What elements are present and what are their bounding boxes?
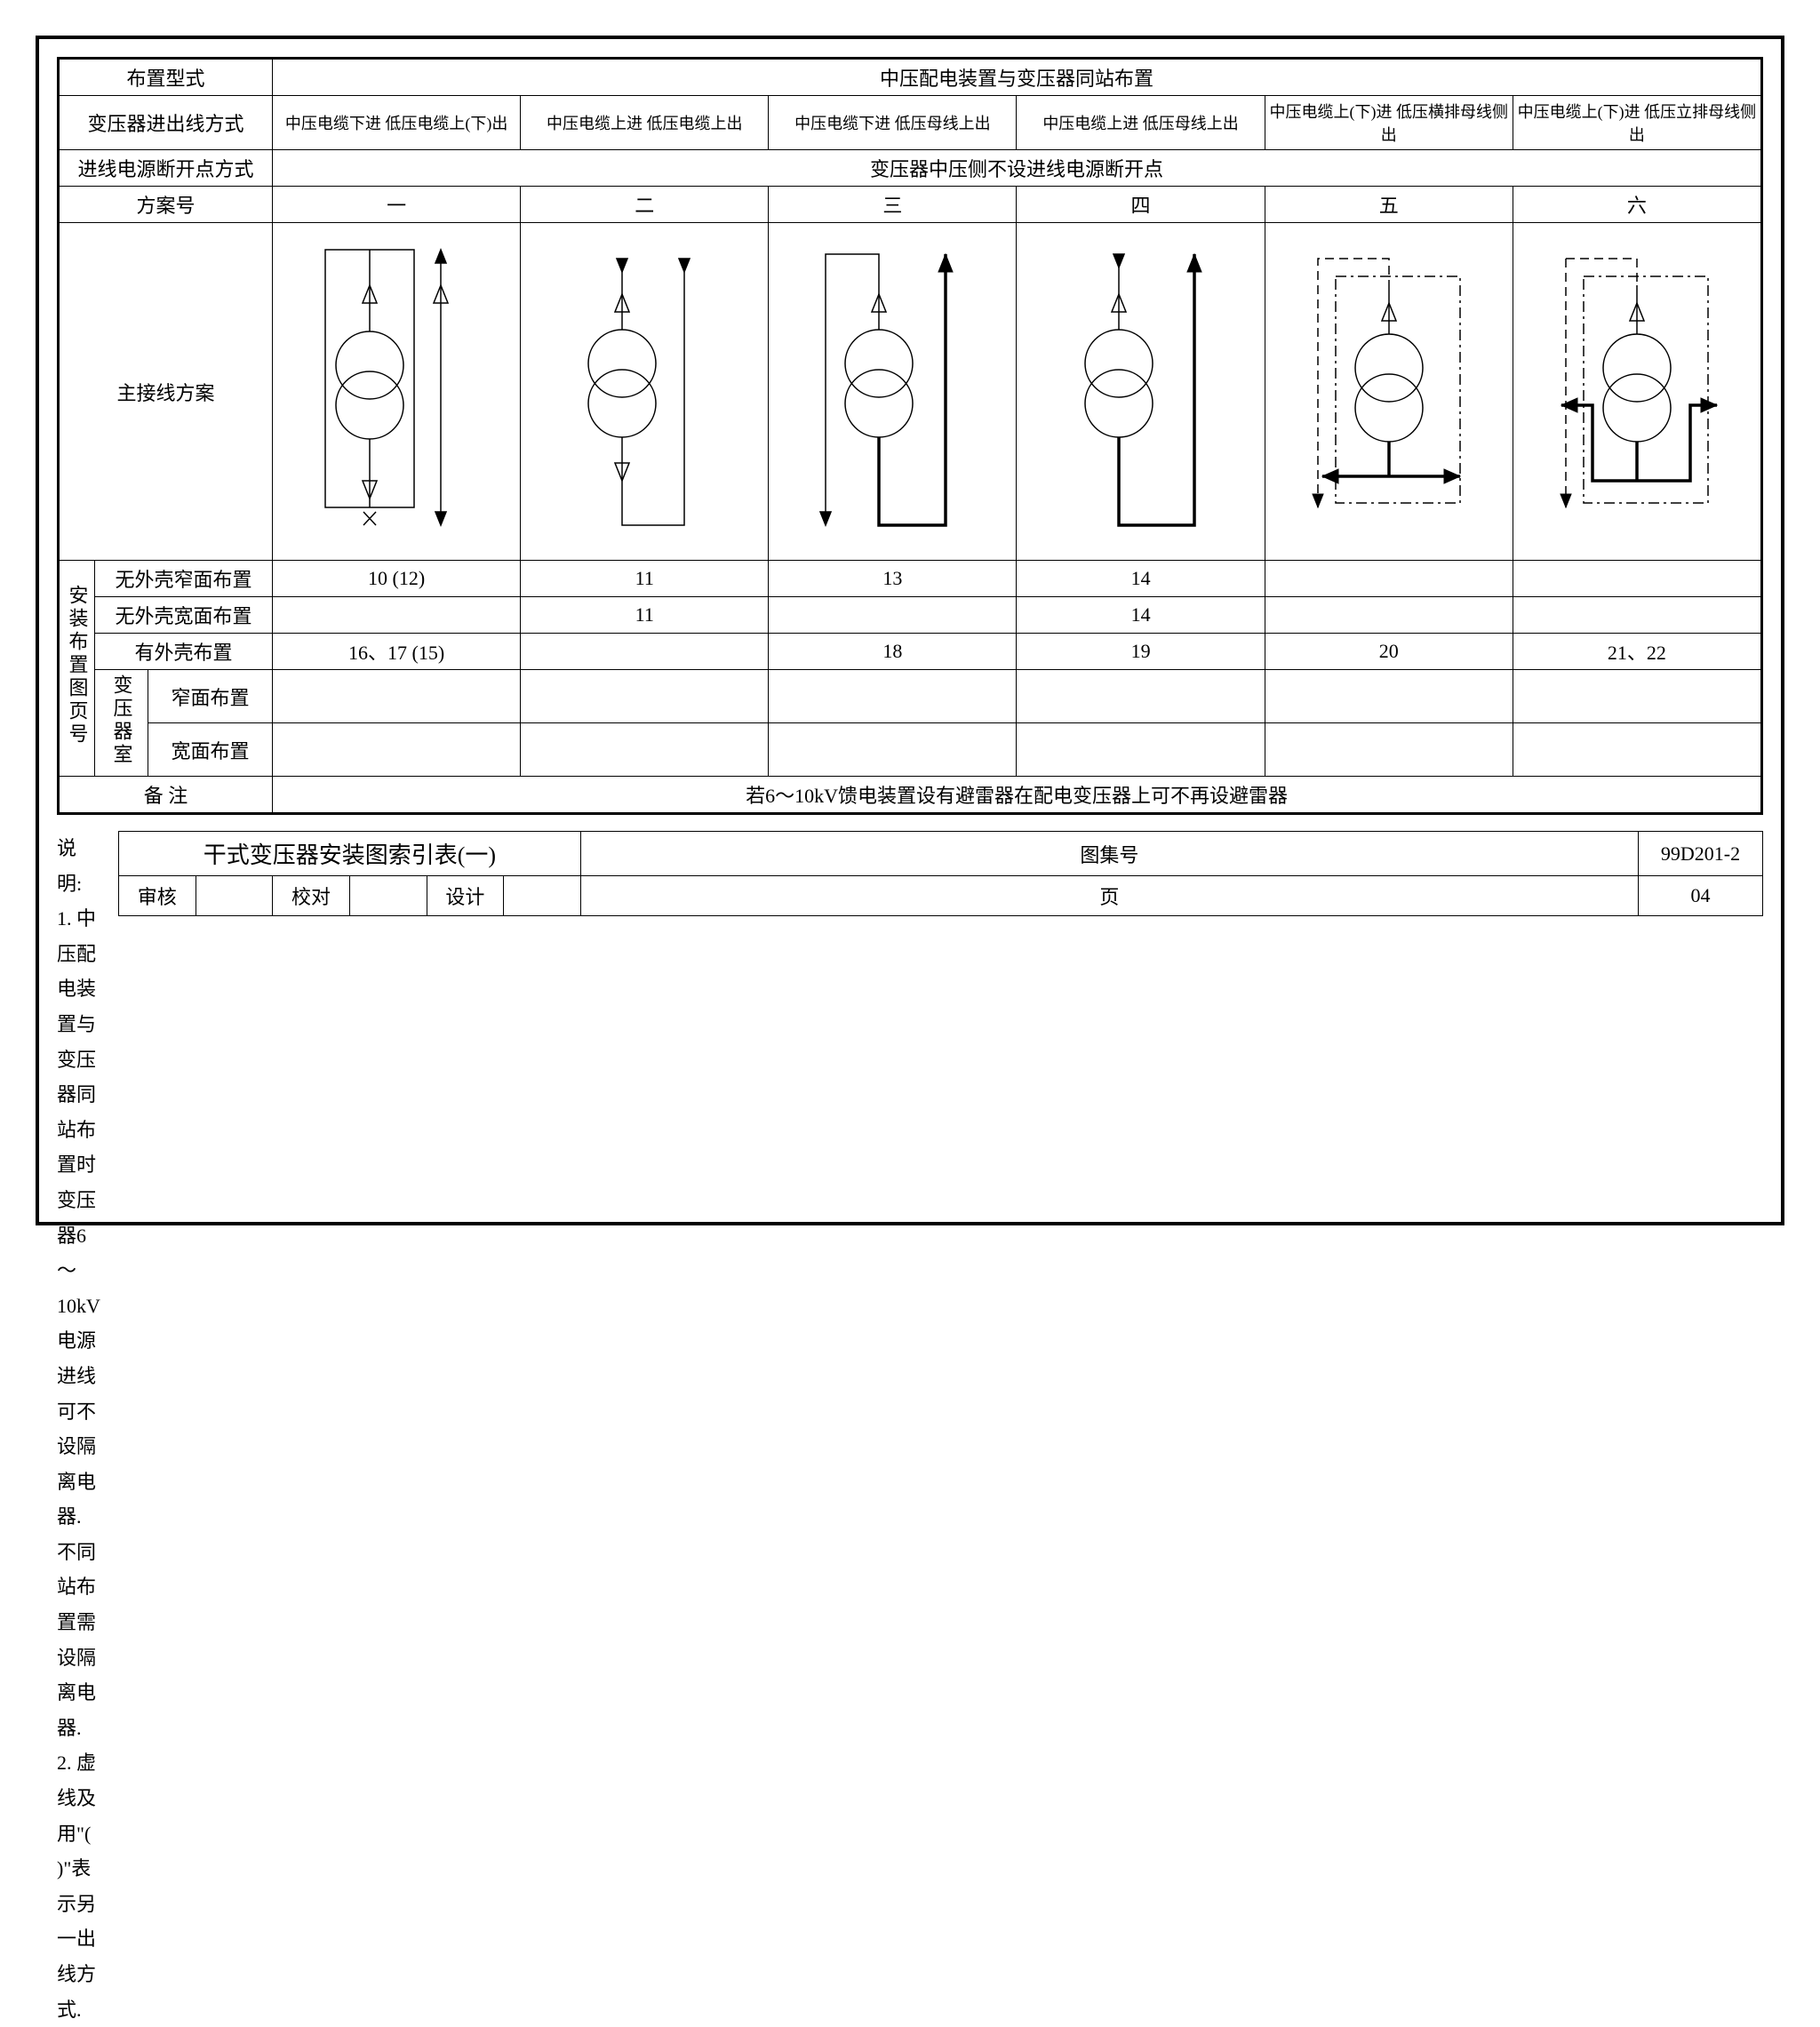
check-sig [349,876,427,916]
scheme-4 [1017,223,1265,561]
row4-c5: 六 [1513,187,1760,223]
dr2-c1 [521,634,769,670]
page-no: 04 [1639,876,1763,916]
scheme-1-svg [294,232,499,552]
remark-text: 若6～10kV馈电装置设有避雷器在配电变压器上可不再设避雷器 [273,777,1761,813]
dr1-c1: 11 [521,597,769,634]
set-no: 99D201-2 [1639,832,1763,876]
row3-label: 进线电源断开点方式 [60,150,273,187]
row4-c2: 三 [769,187,1017,223]
footer: 说明: 1. 中压配电装置与变压器同站布置时变压器6～10kV电源进线可不设隔离… [57,831,1763,2027]
diagram-label: 主接线方案 [60,223,273,561]
remark-label: 备 注 [60,777,273,813]
review-sig [196,876,273,916]
row4-c4: 五 [1265,187,1513,223]
row4-c1: 二 [521,187,769,223]
scheme-6 [1513,223,1760,561]
row4-c0: 一 [273,187,521,223]
dr1-c4 [1265,597,1513,634]
dr1-c3: 14 [1017,597,1265,634]
note-2: 2. 虚线及用"( )"表示另一出线方式. [57,1745,100,2027]
page-label: 页 [580,876,1638,916]
dr0-c3: 14 [1017,561,1265,597]
row2-c4: 中压电缆上(下)进 低压横排母线侧出 [1265,96,1513,150]
notes: 说明: 1. 中压配电装置与变压器同站布置时变压器6～10kV电源进线可不设隔离… [57,831,100,2027]
dr1-c5 [1513,597,1760,634]
main-table-wrap: 布置型式 中压配电装置与变压器同站布置 变压器进出线方式 中压电缆下进 低压电缆… [57,57,1763,815]
sub-group-label: 变压器室 [95,670,148,777]
dr0-c0: 10 (12) [273,561,521,597]
dr2-c3: 19 [1017,634,1265,670]
row1-span: 中压配电装置与变压器同站布置 [273,60,1761,96]
scheme-3-svg [790,232,994,552]
row2-c0: 中压电缆下进 低压电缆上(下)出 [273,96,521,150]
scheme-2-svg [542,232,746,552]
row3-span: 变压器中压侧不设进线电源断开点 [273,150,1761,187]
row1-label: 布置型式 [60,60,273,96]
dr0-label: 无外壳窄面布置 [95,561,273,597]
dr0-c2: 13 [769,561,1017,597]
design-label: 设计 [427,876,504,916]
check-label: 校对 [273,876,350,916]
dr0-c5 [1513,561,1760,597]
row2-c1: 中压电缆上进 低压电缆上出 [521,96,769,150]
dr1-c2 [769,597,1017,634]
drawing-page: 布置型式 中压配电装置与变压器同站布置 变压器进出线方式 中压电缆下进 低压电缆… [36,36,1784,1225]
dr2-c2: 18 [769,634,1017,670]
row2-c2: 中压电缆下进 低压母线上出 [769,96,1017,150]
dr1-c0 [273,597,521,634]
row2-label: 变压器进出线方式 [60,96,273,150]
dr2-label: 有外壳布置 [95,634,273,670]
dr2-c5: 21、22 [1513,634,1760,670]
main-table: 布置型式 中压配电装置与变压器同站布置 变压器进出线方式 中压电缆下进 低压电缆… [59,59,1761,813]
dr0-c4 [1265,561,1513,597]
row2-c3: 中压电缆上进 低压母线上出 [1017,96,1265,150]
design-sig [504,876,581,916]
scheme-5 [1265,223,1513,561]
notes-title: 说明: [57,831,100,901]
dr2-c4: 20 [1265,634,1513,670]
dr2-c0: 16、17 (15) [273,634,521,670]
scheme-1 [273,223,521,561]
scheme-6-svg [1535,232,1739,552]
note-1: 1. 中压配电装置与变压器同站布置时变压器6～10kV电源进线可不设隔离电器. … [57,901,100,1745]
review-label: 审核 [118,876,196,916]
scheme-5-svg [1287,232,1491,552]
rows-section-label: 安装布置图页号 [60,561,95,777]
scheme-4-svg [1039,232,1243,552]
sub-r2: 宽面布置 [148,723,273,777]
drawing-title: 干式变压器安装图索引表(一) [118,832,580,876]
scheme-2 [521,223,769,561]
scheme-3 [769,223,1017,561]
row4-c3: 四 [1017,187,1265,223]
sub-r1: 窄面布置 [148,670,273,723]
row4-label: 方案号 [60,187,273,223]
row2-c5: 中压电缆上(下)进 低压立排母线侧出 [1513,96,1760,150]
dr0-c1: 11 [521,561,769,597]
dr1-label: 无外壳宽面布置 [95,597,273,634]
set-label: 图集号 [580,832,1638,876]
title-block: 干式变压器安装图索引表(一) 图集号 99D201-2 审核 校对 设计 页 0… [118,831,1763,916]
